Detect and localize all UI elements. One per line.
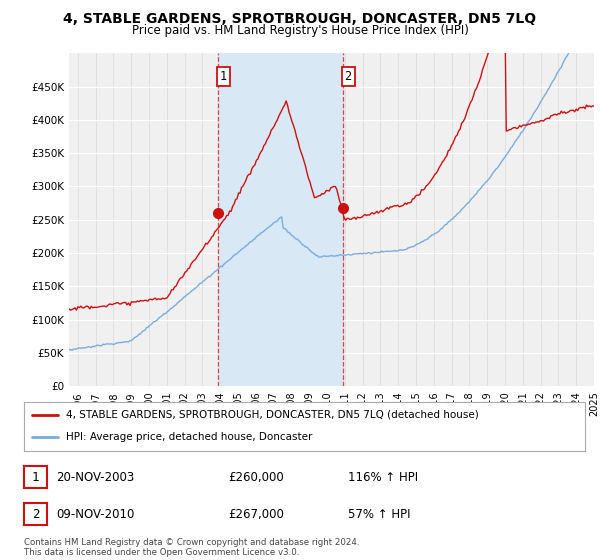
Text: 2: 2: [32, 507, 39, 521]
Text: 4, STABLE GARDENS, SPROTBROUGH, DONCASTER, DN5 7LQ (detached house): 4, STABLE GARDENS, SPROTBROUGH, DONCASTE…: [66, 410, 479, 420]
Text: 09-NOV-2010: 09-NOV-2010: [56, 507, 134, 521]
Text: 57% ↑ HPI: 57% ↑ HPI: [348, 507, 410, 521]
Text: HPI: Average price, detached house, Doncaster: HPI: Average price, detached house, Donc…: [66, 432, 313, 442]
Text: 4, STABLE GARDENS, SPROTBROUGH, DONCASTER, DN5 7LQ: 4, STABLE GARDENS, SPROTBROUGH, DONCASTE…: [64, 12, 536, 26]
Text: £267,000: £267,000: [228, 507, 284, 521]
Text: 2: 2: [344, 70, 352, 83]
Text: Contains HM Land Registry data © Crown copyright and database right 2024.
This d: Contains HM Land Registry data © Crown c…: [24, 538, 359, 557]
Bar: [218, 53, 343, 386]
Text: 1: 1: [220, 70, 227, 83]
Text: 20-NOV-2003: 20-NOV-2003: [56, 470, 134, 484]
Text: 1: 1: [32, 470, 39, 484]
Text: £260,000: £260,000: [228, 470, 284, 484]
Text: Price paid vs. HM Land Registry's House Price Index (HPI): Price paid vs. HM Land Registry's House …: [131, 24, 469, 37]
Text: 116% ↑ HPI: 116% ↑ HPI: [348, 470, 418, 484]
